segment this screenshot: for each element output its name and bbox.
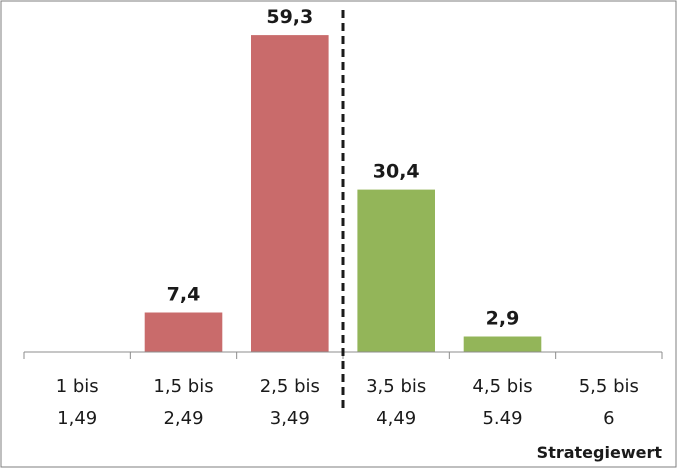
bar-1 [144,312,223,352]
category-labels-layer: 1 bis 1,49 1,5 bis 2,49 2,5 bis 3,49 3,5 bis 4,… [56,376,639,429]
x-axis-title: Strategiewert [537,443,663,462]
category-label-3-line-0: 3,5 bis [366,376,426,397]
data-label-2: 59,3 [266,6,313,28]
data-label-1: 7,4 [167,284,201,306]
category-label-2-line-1: 3,49 [270,408,310,429]
data-label-4: 2,9 [486,308,520,330]
bar-3 [357,189,435,352]
category-label-2-line-0: 2,5 bis [260,376,320,397]
category-label-4-line-1: 5.49 [482,408,522,429]
data-label-3: 30,4 [373,161,420,183]
bar-2 [251,35,329,352]
category-label-1-line-1: 2,49 [163,408,203,429]
category-label-0-line-1: 1,49 [57,408,97,429]
category-label-3-line-1: 4,49 [376,408,416,429]
bar-4 [463,336,542,352]
value-labels-layer: 7,4 59,3 30,4 2,9 [167,6,520,329]
category-label-5-line-1: 6 [603,408,614,429]
bars-layer [144,35,542,352]
category-label-5-line-0: 5,5 bis [579,376,639,397]
category-label-4-line-0: 4,5 bis [472,376,532,397]
category-label-0-line-0: 1 bis [56,376,99,397]
category-label-1-line-0: 1,5 bis [153,376,213,397]
